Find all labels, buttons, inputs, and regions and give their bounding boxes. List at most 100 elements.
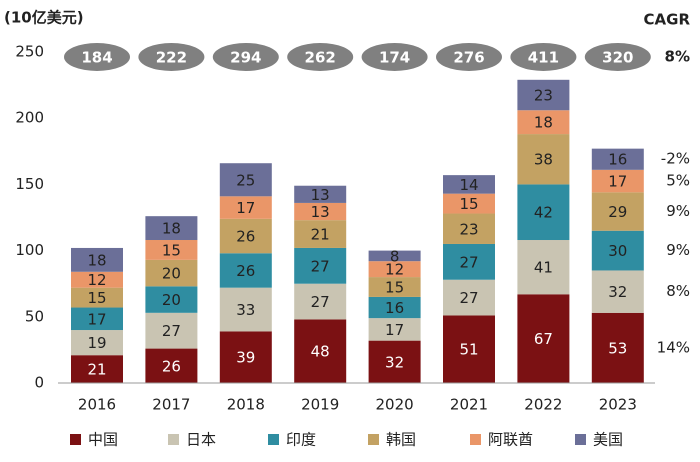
bar-segment (368, 296, 421, 319)
x-tick-label: 2016 (78, 396, 116, 414)
data-label: 15 (459, 195, 478, 213)
data-label: 18 (87, 251, 106, 269)
y-tick-label: 100 (15, 241, 44, 259)
legend-swatch (268, 434, 279, 445)
data-label: 41 (534, 259, 553, 277)
total-oval (436, 43, 502, 71)
data-label: 13 (311, 203, 330, 221)
data-label: 32 (385, 353, 404, 371)
data-label: 16 (608, 151, 627, 169)
x-tick-label: 2018 (227, 396, 265, 414)
x-tick-label: 2017 (152, 396, 190, 414)
cagr-label: 9% (666, 241, 690, 259)
cagr-label: 8% (666, 282, 690, 300)
bar-segment (591, 312, 644, 383)
legend-swatch (70, 434, 81, 445)
bar-segment (368, 340, 421, 383)
data-label: 26 (162, 357, 181, 375)
data-label: 20 (162, 265, 181, 283)
bar-segment (368, 261, 421, 278)
total-oval (212, 43, 279, 71)
y-tick-label: 250 (15, 43, 44, 61)
bar-segment (145, 348, 198, 383)
cagr-label: 9% (666, 202, 690, 220)
total-oval (584, 43, 651, 71)
bar-segment (71, 355, 123, 383)
total-label: 411 (528, 49, 559, 67)
bar-segment (145, 216, 198, 241)
bar-segment (591, 192, 644, 231)
bar-segment (294, 319, 347, 383)
bar-segment (591, 148, 644, 170)
total-oval (510, 43, 577, 71)
total-label: 222 (156, 49, 187, 67)
data-label: 16 (385, 299, 404, 317)
data-label: 13 (311, 186, 330, 204)
bar-segment (145, 259, 198, 287)
data-label: 15 (87, 289, 106, 307)
bar-segment (219, 163, 272, 197)
y-tick-label: 0 (34, 374, 44, 392)
bar-segment (145, 312, 198, 349)
data-label: 32 (608, 283, 627, 301)
bar-segment (294, 283, 347, 320)
bar-segment (294, 202, 347, 221)
data-label: 23 (459, 220, 478, 238)
bar-segment (443, 315, 495, 383)
data-label: 33 (236, 301, 255, 319)
data-label: 26 (236, 228, 255, 246)
legend-label: 日本 (186, 431, 216, 449)
bar-segment (219, 196, 272, 219)
data-label: 53 (608, 339, 627, 357)
data-label: 12 (87, 271, 106, 289)
bar-segment (517, 240, 570, 295)
data-label: 17 (608, 173, 627, 191)
total-oval (138, 43, 205, 71)
x-tick-label: 2020 (376, 396, 414, 414)
legend-swatch (168, 434, 179, 445)
bar-segment (219, 218, 272, 254)
bar-segment (368, 250, 421, 262)
data-label: 19 (87, 334, 106, 352)
data-label: 51 (459, 341, 478, 359)
legend-label: 阿联酋 (488, 431, 533, 449)
bar-segment (517, 79, 570, 111)
y-tick-label: 50 (25, 307, 44, 325)
data-label: 8 (390, 247, 400, 265)
data-label: 25 (236, 171, 255, 189)
data-label: 17 (87, 310, 106, 328)
bar-segment (443, 243, 495, 280)
bar-segment (368, 318, 421, 341)
data-label: 67 (534, 330, 553, 348)
data-label: 30 (608, 242, 627, 260)
data-label: 15 (162, 241, 181, 259)
total-oval (287, 43, 354, 71)
data-label: 29 (608, 203, 627, 221)
data-label: 27 (311, 257, 330, 275)
data-label: 27 (459, 253, 478, 271)
data-label: 15 (385, 279, 404, 297)
legend-label: 印度 (286, 431, 316, 449)
bar-segment (71, 247, 123, 272)
bar-segment (517, 110, 570, 135)
cagr-label: -2% (661, 150, 690, 168)
legend-label: 美国 (593, 431, 623, 449)
cagr-total: 8% (665, 48, 690, 66)
total-label: 294 (230, 49, 261, 67)
bar-segment (145, 240, 198, 260)
data-label: 48 (311, 343, 330, 361)
legend-label: 韩国 (386, 431, 416, 449)
data-label: 12 (385, 261, 404, 279)
bar-segment (219, 253, 272, 288)
total-label: 276 (453, 49, 484, 67)
data-label: 27 (311, 293, 330, 311)
legend-label: 中国 (88, 431, 118, 449)
data-label: 39 (236, 349, 255, 367)
data-label: 23 (534, 87, 553, 105)
data-label: 21 (311, 226, 330, 244)
total-label: 184 (81, 49, 112, 67)
data-label: 21 (87, 361, 106, 379)
total-label: 320 (602, 49, 633, 67)
bar-segment (71, 307, 123, 331)
bar-segment (443, 213, 495, 244)
